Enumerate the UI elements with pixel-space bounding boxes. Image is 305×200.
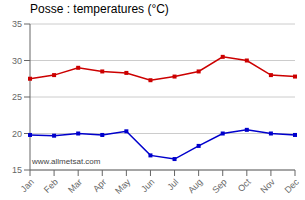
svg-text:Jun: Jun xyxy=(139,177,156,194)
html-text:www.allmetsat.com: www.allmetsat.com xyxy=(32,157,101,166)
svg-text:Oct: Oct xyxy=(236,177,253,194)
svg-text:May: May xyxy=(113,177,132,196)
svg-text:Aug: Aug xyxy=(186,177,204,195)
svg-text:35: 35 xyxy=(12,19,22,29)
svg-text:Dec: Dec xyxy=(283,177,297,196)
svg-text:Jul: Jul xyxy=(165,177,180,192)
svg-text:Apr: Apr xyxy=(91,177,108,194)
svg-text:15: 15 xyxy=(12,165,22,175)
svg-text:Jan: Jan xyxy=(19,177,36,194)
html-text:Posse : temperatures (°C): Posse : temperatures (°C) xyxy=(30,2,169,16)
svg-text:20: 20 xyxy=(12,129,22,139)
svg-text:Nov: Nov xyxy=(258,177,277,196)
svg-text:Feb: Feb xyxy=(42,177,60,195)
svg-text:30: 30 xyxy=(12,56,22,66)
svg-text:Sep: Sep xyxy=(210,177,228,195)
svg-text:Mar: Mar xyxy=(66,177,84,195)
svg-text:25: 25 xyxy=(12,92,22,102)
